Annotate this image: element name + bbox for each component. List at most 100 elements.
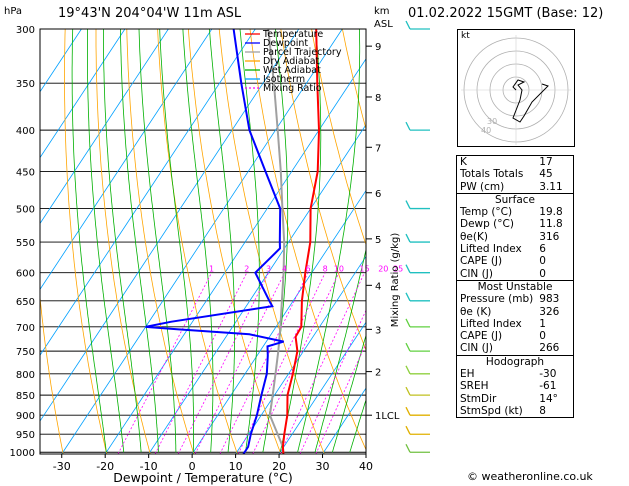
wet-adiabat-line [103,29,142,453]
surface-row-label: Lifted Index [460,243,522,256]
hodo-row-value: -61 [539,380,557,393]
pressure-tick-label: 700 [16,323,35,334]
hodo-row-value: 14° [539,392,558,405]
wind-barb-flag [405,264,411,273]
wet-adiabat-line [120,29,159,453]
wind-barb-flag [405,365,411,375]
temperature-line [281,29,321,454]
mixing-ratio-label: 25 [393,265,403,274]
unstable-row-label: θe (K) [460,305,492,318]
mixing-ratio-label: 20 [378,265,388,274]
wind-barb-flag [405,342,411,352]
mixing-ratio-line [219,272,309,454]
mixing-ratio-line [299,309,366,454]
wind-barb-flag [405,200,411,209]
isotherm-line [148,123,366,454]
mixing-ratio-line [315,342,366,454]
mixing-ratio-label: 2 [244,265,249,274]
unstable-row-label: Pressure (mb) [460,293,534,306]
surface-row-label: θe(K) [460,230,488,243]
pressure-tick-label: 550 [16,238,35,249]
km-tick-label: 4 [375,281,381,292]
x-tick-label: -30 [53,460,71,473]
legend-label: Parcel Trajectory [263,47,342,58]
x-tick-label: 30 [316,460,330,473]
wet-adiabat-line [209,29,235,453]
wind-barb-flag [405,425,411,435]
wind-barb-flag [405,406,411,416]
wind-barb-flag [405,20,411,30]
pressure-tick-label: 300 [16,25,35,36]
hpa-unit-label: hPa [4,6,22,17]
wet-adiabat-line [138,29,177,453]
dry-adiabat-line [188,29,282,454]
dry-adiabat-line [126,29,195,454]
x-axis-label: Dewpoint / Temperature (°C) [113,470,292,485]
index-row-label: PW (cm) [460,180,505,193]
wet-adiabat-line [279,29,322,453]
dewpoint-line [145,29,284,454]
mixing-ratio-line [279,272,365,454]
hodo-row-value: -30 [539,368,557,381]
index-row-value: 17 [539,156,553,168]
pressure-tick-label: 900 [16,411,35,422]
wet-adiabat-line [297,29,361,453]
dry-adiabat-line [218,29,325,454]
km-tick-label: 3 [375,325,381,336]
km-tick-label: 2 [375,368,381,379]
dry-adiabat-line [311,29,366,246]
wet-adiabat-line [239,29,260,453]
surface-row-value: 0 [539,255,546,268]
surface-row-value: 6 [539,243,546,256]
surface-row-value: 316 [539,230,560,243]
legend-label: Isotherm [263,74,305,85]
unstable-row-label: CIN (J) [460,342,493,355]
wet-adiabat-line [71,29,107,453]
index-row-label: K [460,156,467,168]
plot-frame [39,28,367,455]
legend-label: Temperature [262,29,323,40]
isotherm-line [40,29,256,356]
mixing-ratio-axis-label: Mixing Ratio (g/kg) [390,233,401,328]
surface-row-label: Temp (°C) [460,206,513,219]
legend-label: Mixing Ratio [263,83,322,94]
km-tick-label: 5 [375,235,381,246]
mixing-ratio-label: 6 [305,265,310,274]
hodograph-ring-label: 30 [487,117,497,126]
x-tick-label: 20 [272,460,286,473]
dry-adiabat-line [95,29,151,454]
location-title: 19°43'N 204°04'W 11m ASL [58,6,242,21]
isotherm-line [235,255,366,454]
x-tick-label: 40 [359,460,373,473]
surface-row-value: 19.8 [539,206,563,219]
hodograph-section-title: Hodograph [456,354,574,369]
hodo-row-label: StmDir [460,392,497,405]
hodograph-ring-label: 40 [481,126,491,135]
wet-adiabat-line [87,29,125,453]
pressure-tick-label: 950 [16,430,35,441]
mixing-ratio-label: 8 [323,265,328,274]
isotherm-line [61,29,343,454]
pressure-tick-label: 450 [16,168,35,179]
surface-row-value: 0 [539,267,546,280]
km-tick-label: 9 [375,42,381,53]
mixing-ratio-label: 4 [282,265,287,274]
wet-adiabat-line [314,247,366,453]
wet-adiabat-line [159,29,194,453]
mixing-ratio-label: 10 [334,265,344,274]
x-tick-label: -10 [140,460,158,473]
pressure-tick-label: 850 [16,391,35,402]
hodograph-trace [512,79,549,123]
wind-barb-flag [405,233,411,243]
wet-adiabat-line [332,333,366,453]
wet-adiabat-line [182,29,214,453]
surface-row-label: Dewp (°C) [460,218,514,231]
legend-label: Dewpoint [263,38,308,49]
hodo-row-value: 8 [539,404,546,417]
isotherm-line [40,29,300,422]
pressure-tick-label: 750 [16,347,35,358]
most-unstable-section-title: Most Unstable [456,279,574,294]
legend-label: Dry Adiabat [263,56,320,67]
